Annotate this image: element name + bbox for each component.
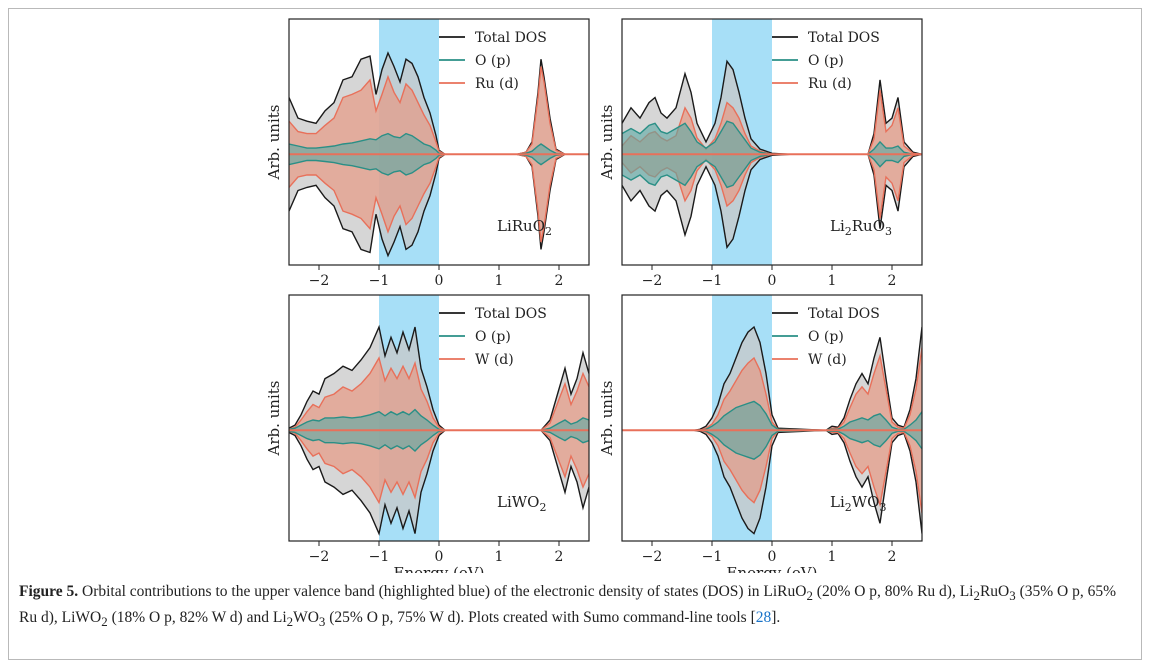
reference-link[interactable]: 28 bbox=[755, 609, 772, 627]
line-o-p-down bbox=[289, 153, 589, 176]
material-label: LiRuO2 bbox=[497, 217, 552, 238]
x-tick-label: 2 bbox=[555, 549, 564, 565]
line-o-p-down bbox=[289, 429, 589, 452]
line-o-p-down bbox=[622, 153, 922, 189]
dos-panel-Li2WO3: −2 −1 0 1 2 Arb. units Energy (eV) Total DOS O (… bbox=[598, 294, 923, 573]
line-o-p-up bbox=[289, 408, 589, 431]
caption-sub: 2 bbox=[101, 614, 108, 630]
panel-plot-area bbox=[622, 295, 922, 541]
material-label-part: 2 bbox=[845, 501, 852, 514]
legend-entry: Total DOS bbox=[475, 30, 547, 46]
panel-plot-area bbox=[289, 295, 589, 541]
caption-sub: 3 bbox=[318, 614, 326, 630]
legend-entry: Ru (d) bbox=[808, 76, 852, 92]
caption-text-c: RuO bbox=[979, 583, 1010, 600]
material-label-part: LiWO bbox=[497, 493, 539, 511]
x-tick-label: 1 bbox=[495, 273, 504, 289]
material-label-part: LiRuO bbox=[497, 217, 545, 235]
x-tick-label: −2 bbox=[309, 273, 330, 289]
y-axis-label: Arb. units bbox=[265, 381, 283, 457]
x-tick-label: −1 bbox=[369, 273, 390, 289]
legend-entry: W (d) bbox=[808, 352, 847, 368]
x-tick-label: −2 bbox=[642, 549, 663, 565]
x-tick-label: 2 bbox=[888, 273, 897, 289]
line-total-dos-up bbox=[622, 59, 922, 155]
dos-panel-LiWO2: −2 −1 0 1 2 Arb. units Energy (eV) Total DOS O (… bbox=[265, 294, 590, 573]
material-label: Li2WO3 bbox=[830, 493, 886, 514]
legend-entry: O (p) bbox=[475, 329, 511, 345]
legend-entry: Ru (d) bbox=[475, 76, 519, 92]
figure-frame: −2 −1 0 1 2 Arb. units Total DOS O (p) Ru (d) LiR… bbox=[8, 8, 1142, 660]
x-tick-label: 2 bbox=[888, 549, 897, 565]
x-tick-label: 1 bbox=[828, 549, 837, 565]
caption-sub: 2 bbox=[286, 614, 294, 630]
x-tick-label: 1 bbox=[495, 549, 504, 565]
caption-text-e: (18% O p, 82% W d) and Li bbox=[107, 609, 287, 627]
caption-text-a: Orbital contributions to the upper valen… bbox=[78, 583, 807, 600]
caption-sub: 3 bbox=[1009, 588, 1016, 604]
line-total-dos-down bbox=[622, 153, 922, 250]
y-axis-label: Arb. units bbox=[598, 105, 616, 181]
caption-text-f: WO bbox=[293, 609, 319, 627]
legend-entry: Total DOS bbox=[808, 30, 880, 46]
material-label-part: RuO bbox=[852, 217, 885, 235]
y-axis-label: Arb. units bbox=[265, 105, 283, 181]
x-tick-label: −2 bbox=[309, 549, 330, 565]
material-label-part: Li bbox=[830, 493, 845, 511]
material-label-part: Li bbox=[830, 217, 845, 235]
caption-ref-open: [ bbox=[750, 609, 756, 627]
x-tick-label: −1 bbox=[369, 549, 390, 565]
caption-sub: 2 bbox=[806, 588, 813, 604]
line-o-p-up bbox=[622, 120, 922, 155]
caption-text-d: (35% O p, 65% Ru d), LiWO bbox=[19, 583, 1116, 627]
panel-plot-area bbox=[289, 19, 589, 265]
x-tick-label: −1 bbox=[702, 273, 723, 289]
x-axis-label: Energy (eV) bbox=[727, 564, 818, 573]
caption-text-g: (25% O p, 75% W d). Plots created with S… bbox=[325, 609, 751, 627]
legend-entry: W (d) bbox=[475, 352, 514, 368]
y-axis-label: Arb. units bbox=[598, 381, 616, 457]
line-ru-d-up bbox=[289, 66, 589, 155]
caption-text-b: (20% O p, 80% Ru d), Li bbox=[812, 583, 974, 600]
caption-label: Figure 5. bbox=[19, 583, 79, 600]
x-tick-label: 2 bbox=[555, 273, 564, 289]
legend-entry: Total DOS bbox=[808, 306, 880, 322]
material-label-part: 2 bbox=[845, 225, 852, 238]
x-tick-label: −2 bbox=[642, 273, 663, 289]
x-tick-label: 1 bbox=[828, 273, 837, 289]
panel-plot-area bbox=[622, 19, 922, 265]
material-label: Li2RuO3 bbox=[830, 217, 892, 238]
line-ru-d-down bbox=[289, 153, 589, 243]
legend-entry: O (p) bbox=[475, 53, 511, 69]
x-tick-label: 0 bbox=[435, 273, 444, 289]
line-total-dos-up bbox=[289, 324, 589, 431]
material-label-part: 3 bbox=[879, 501, 886, 514]
legend-entry: O (p) bbox=[808, 329, 844, 345]
x-tick-label: 0 bbox=[768, 549, 777, 565]
line-total-dos-down bbox=[289, 429, 589, 536]
material-label: LiWO2 bbox=[497, 493, 546, 514]
material-label-part: 3 bbox=[885, 225, 892, 238]
legend-entry: Total DOS bbox=[475, 306, 547, 322]
material-label-part: 2 bbox=[539, 501, 546, 514]
figure-caption: Figure 5. Orbital contributions to the u… bbox=[19, 581, 1129, 633]
caption-sub: 2 bbox=[973, 588, 980, 604]
legend-entry: O (p) bbox=[808, 53, 844, 69]
x-tick-label: −1 bbox=[702, 549, 723, 565]
x-tick-label: 0 bbox=[435, 549, 444, 565]
x-tick-label: 0 bbox=[768, 273, 777, 289]
caption-ref-close: ]. bbox=[771, 609, 781, 627]
material-label-part: WO bbox=[852, 493, 880, 511]
material-label-part: 2 bbox=[545, 225, 552, 238]
dos-panel-LiRuO2: −2 −1 0 1 2 Arb. units Total DOS O (p) Ru (d) LiR… bbox=[265, 18, 590, 289]
line-o-p-up bbox=[289, 132, 589, 155]
x-axis-label: Energy (eV) bbox=[394, 564, 485, 573]
line-w-d-up bbox=[289, 356, 589, 431]
line-w-d-down bbox=[289, 429, 589, 505]
